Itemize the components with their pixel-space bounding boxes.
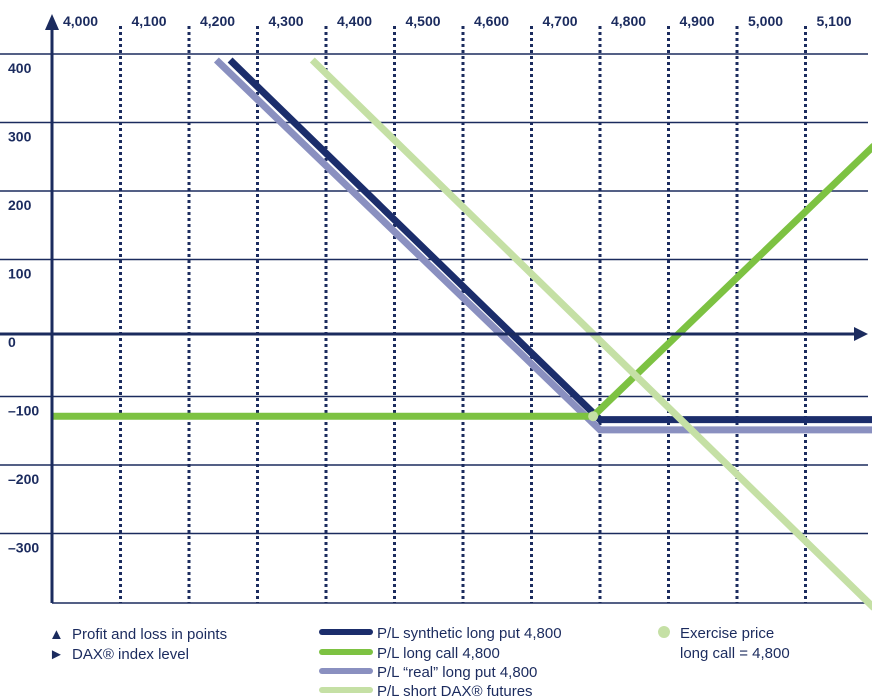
legend-series-label: P/L short DAX® futures xyxy=(377,683,533,700)
x-tick-label: 4,900 xyxy=(680,13,715,29)
x-tick-label: 4,300 xyxy=(269,13,304,29)
legend-axis-note-text: Profit and loss in points xyxy=(72,626,227,643)
legend-axis-note-symbol: ► xyxy=(49,646,64,663)
exercise-point xyxy=(588,411,599,422)
x-tick-label: 4,400 xyxy=(337,13,372,29)
legend-series-label: P/L “real” long put 4,800 xyxy=(377,664,537,681)
axes xyxy=(0,14,868,603)
x-tick-label: 4,100 xyxy=(132,13,167,29)
series-line-1 xyxy=(227,57,872,424)
y-axis-arrow-icon xyxy=(45,14,59,30)
y-tick-label: –100 xyxy=(8,403,39,419)
x-tick-label: 5,000 xyxy=(748,13,783,29)
legend-series-label: P/L synthetic long put 4,800 xyxy=(377,625,562,642)
x-tick-label: 4,200 xyxy=(200,13,235,29)
x-axis-arrow-icon xyxy=(854,327,868,341)
y-tick-label: –200 xyxy=(8,471,39,487)
y-tick-label: 100 xyxy=(8,266,32,282)
y-tick-label: 400 xyxy=(8,60,32,76)
legend-axis-note: ▲ Profit and loss in points ► DAX® index… xyxy=(49,626,227,663)
y-tick-label: 300 xyxy=(8,129,32,145)
tick-labels: 4,000 4,100 4,200 4,300 4,400 4,500 4,600 4,700… xyxy=(8,13,852,556)
y-tick-label: 0 xyxy=(8,334,16,350)
series-line-0 xyxy=(213,57,872,434)
legend-exercise: Exercise price long call = 4,800 xyxy=(658,625,790,662)
x-tick-label: 4,000 xyxy=(63,13,98,29)
x-tick-label: 4,700 xyxy=(543,13,578,29)
x-tick-label: 5,100 xyxy=(817,13,852,29)
legend-exercise-line: Exercise price xyxy=(680,625,774,642)
legend-series-entries: P/L synthetic long put 4,800 P/L long ca… xyxy=(319,625,562,700)
x-tick-label: 4,600 xyxy=(474,13,509,29)
legend: ▲ Profit and loss in points ► DAX® index… xyxy=(49,625,790,700)
legend-exercise-line: long call = 4,800 xyxy=(680,645,790,662)
x-tick-label: 4,800 xyxy=(611,13,646,29)
y-tick-label: –300 xyxy=(8,540,39,556)
grid xyxy=(0,26,868,604)
legend-axis-note-symbol: ▲ xyxy=(49,626,64,643)
exercise-legend-dot xyxy=(658,626,670,638)
y-tick-label: 200 xyxy=(8,197,32,213)
legend-axis-note-text: DAX® index level xyxy=(72,646,189,663)
x-tick-label: 4,500 xyxy=(406,13,441,29)
series-lines xyxy=(52,57,872,611)
legend-series-label: P/L long call 4,800 xyxy=(377,645,500,662)
